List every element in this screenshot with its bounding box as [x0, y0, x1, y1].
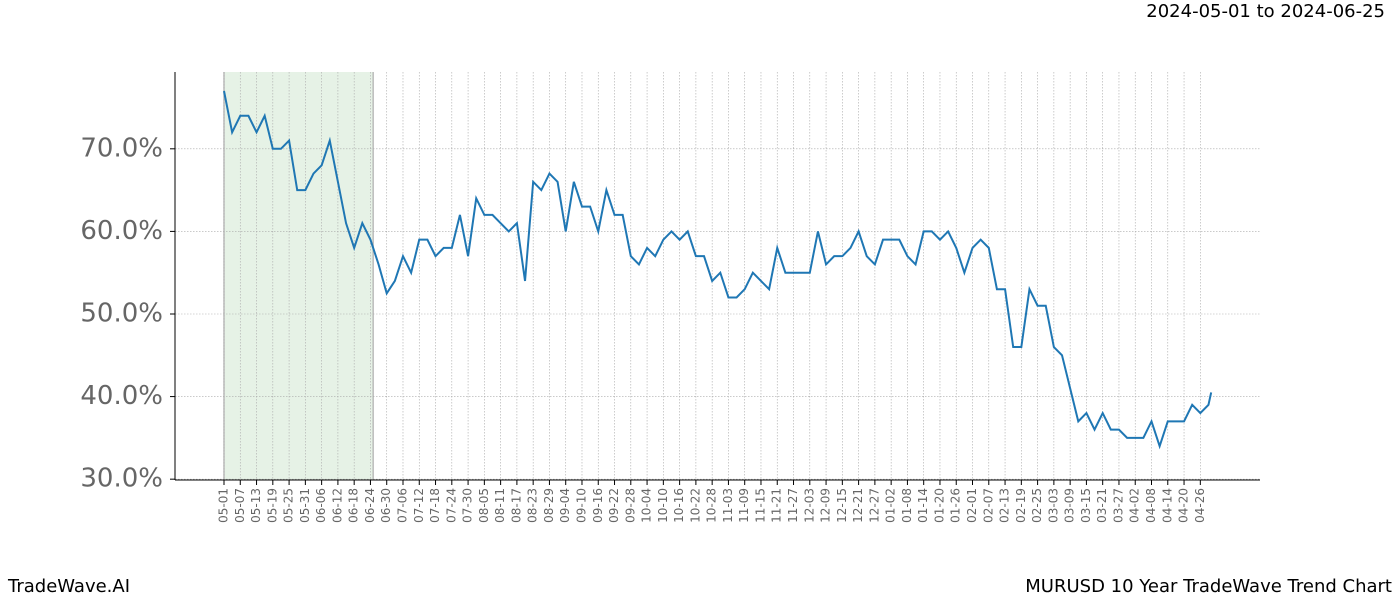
y-tick-label: 70.0%: [80, 133, 163, 163]
x-tick-label: 07-06: [395, 488, 409, 523]
x-tick-label: 04-14: [1160, 488, 1174, 523]
x-tick-label: 07-30: [461, 488, 475, 523]
x-tick-label: 09-28: [623, 488, 637, 523]
x-tick-label: 09-22: [607, 488, 621, 523]
x-tick-label: 08-05: [477, 488, 491, 523]
x-tick-label: 01-02: [884, 488, 898, 523]
x-tick-label: 02-25: [1030, 488, 1044, 523]
range-title: 2024-05-01 to 2024-06-25: [1146, 1, 1385, 22]
x-tick-label: 11-21: [770, 488, 784, 523]
x-tick-label: 06-12: [330, 488, 344, 523]
x-tick-label: 04-08: [1144, 488, 1158, 523]
x-tick-label: 02-01: [965, 488, 979, 523]
x-tick-label: 12-03: [802, 488, 816, 523]
x-tick-label: 11-09: [737, 488, 751, 523]
x-tick-label: 01-14: [916, 488, 930, 523]
x-tick-label: 10-22: [688, 488, 702, 523]
y-tick-label: 60.0%: [80, 216, 163, 246]
x-tick-label: 03-21: [1095, 488, 1109, 523]
x-tick-label: 10-28: [705, 488, 719, 523]
x-tick-label: 12-21: [851, 488, 865, 523]
x-tick-label: 06-18: [347, 488, 361, 523]
x-tick-label: 06-30: [379, 488, 393, 523]
y-tick-label: 40.0%: [80, 381, 163, 411]
x-tick-label: 06-24: [363, 488, 377, 523]
x-tick-label: 07-18: [428, 488, 442, 523]
x-tick-label: 08-17: [509, 488, 523, 523]
x-tick-label: 02-13: [998, 488, 1012, 523]
highlight-band: [224, 72, 374, 480]
x-tick-label: 11-03: [721, 488, 735, 523]
x-tick-label: 10-16: [672, 488, 686, 523]
x-tick-label: 01-08: [900, 488, 914, 523]
x-tick-label: 05-19: [265, 488, 279, 523]
x-tick-label: 04-02: [1128, 488, 1142, 523]
y-tick-label: 50.0%: [80, 298, 163, 328]
x-tick-label: 11-15: [753, 488, 767, 523]
x-tick-label: 03-09: [1063, 488, 1077, 523]
x-tick-label: 02-19: [1014, 488, 1028, 523]
x-tick-label: 09-10: [574, 488, 588, 523]
x-tick-label: 02-07: [981, 488, 995, 523]
x-tick-label: 01-26: [949, 488, 963, 523]
x-tick-label: 12-09: [819, 488, 833, 523]
x-tick-label: 03-03: [1046, 488, 1060, 523]
x-tick-label: 09-04: [558, 488, 572, 523]
x-tick-label: 01-20: [932, 488, 946, 523]
x-tick-label: 10-04: [640, 488, 654, 523]
x-tick-label: 07-24: [444, 488, 458, 523]
x-tick-label: 07-12: [412, 488, 426, 523]
x-tick-label: 09-16: [591, 488, 605, 523]
x-tick-label: 06-06: [314, 488, 328, 523]
x-tick-label: 04-26: [1193, 488, 1207, 523]
x-tick-label: 12-15: [835, 488, 849, 523]
x-tick-label: 05-07: [233, 488, 247, 523]
x-tick-label: 03-27: [1111, 488, 1125, 523]
brand: TradeWave.AI: [7, 576, 130, 597]
x-tick-label: 05-25: [282, 488, 296, 523]
series-line: [223, 90, 1213, 450]
x-tick-label: 04-20: [1177, 488, 1191, 523]
y-tick-label: 30.0%: [80, 464, 163, 494]
x-tick-label: 10-10: [656, 488, 670, 523]
x-tick-label: 08-23: [526, 488, 540, 523]
x-tick-label: 11-27: [786, 488, 800, 523]
x-tick-label: 08-29: [542, 488, 556, 523]
x-tick-label: 05-31: [298, 488, 312, 523]
x-tick-label: 05-01: [217, 488, 231, 523]
x-tick-label: 08-11: [493, 488, 507, 523]
chart-name: MURUSD 10 Year TradeWave Trend Chart: [1025, 576, 1392, 597]
x-tick-label: 03-15: [1079, 488, 1093, 523]
x-tick-label: 05-13: [249, 488, 263, 523]
x-tick-label: 12-27: [867, 488, 881, 523]
